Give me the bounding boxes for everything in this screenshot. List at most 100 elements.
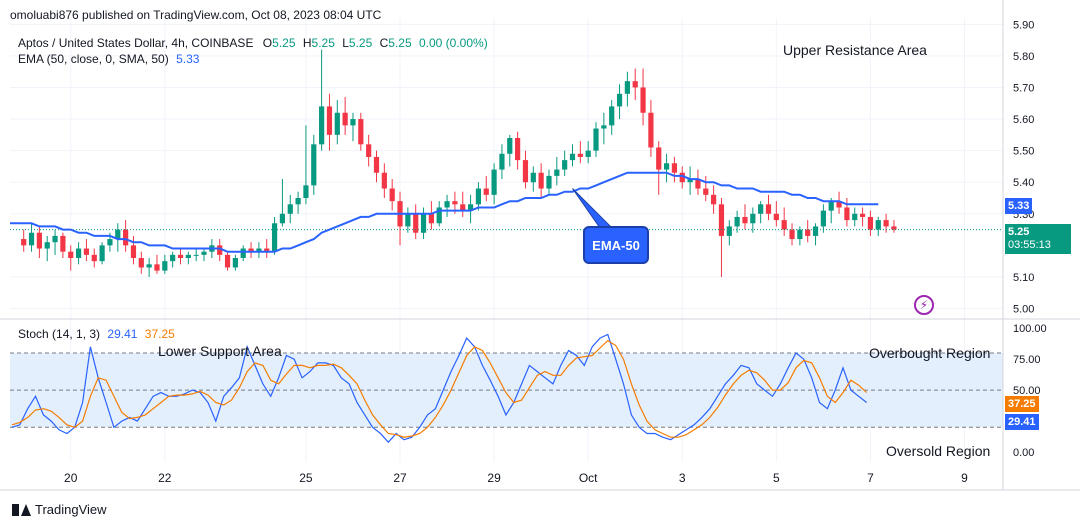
price-tick-label: 5.80 xyxy=(1013,51,1034,63)
candle-body xyxy=(413,213,419,233)
stoch-k-line xyxy=(11,333,867,444)
candle-body xyxy=(123,229,129,246)
candle-body xyxy=(75,248,82,258)
candle-body xyxy=(405,213,411,227)
candle-body xyxy=(232,258,238,268)
price-tick-label: 5.50 xyxy=(1013,146,1034,158)
low-value: 5.25 xyxy=(348,36,373,50)
stoch-d-line xyxy=(11,339,868,438)
candle-body xyxy=(107,239,113,246)
candle-body xyxy=(264,248,270,252)
candle-body xyxy=(287,204,293,214)
candle-body xyxy=(859,213,866,217)
candle-body xyxy=(52,235,58,243)
candle-body xyxy=(836,201,842,208)
time-tick-label: 27 xyxy=(393,471,407,485)
ema-callout-pointer xyxy=(572,188,614,229)
candle-body xyxy=(797,229,803,240)
last-price-badge: 5.25 03:55:13 xyxy=(1005,224,1071,254)
candle-body xyxy=(467,204,474,211)
candle-body xyxy=(366,144,372,157)
candle-body xyxy=(358,119,364,145)
candle-body xyxy=(734,216,740,227)
time-tick-label: 3 xyxy=(679,471,686,485)
lower-support-label: Lower Support Area xyxy=(158,343,282,359)
candle-body xyxy=(44,242,50,249)
candle-body xyxy=(475,188,482,205)
candle-body xyxy=(36,232,42,249)
stoch-legend-label: Stoch (14, 1, 3) xyxy=(18,327,101,341)
time-tick-label: 22 xyxy=(158,471,172,485)
candle-body xyxy=(687,179,693,183)
candle-body xyxy=(170,254,176,262)
stoch-tick-label: 50.00 xyxy=(1013,385,1041,397)
ema-callout: EMA-50 xyxy=(583,226,649,264)
candle-body xyxy=(428,213,434,224)
candle-body xyxy=(350,119,356,126)
candle-body xyxy=(389,188,395,202)
high-value: 5.25 xyxy=(311,36,335,50)
brand-label: TradingView xyxy=(35,502,107,517)
candle-body xyxy=(444,201,450,208)
candle-body xyxy=(569,153,576,161)
candle-body xyxy=(695,179,701,189)
candle-body xyxy=(319,106,325,145)
ema-line-group xyxy=(10,171,879,253)
candle-body xyxy=(601,125,607,129)
price-legend: Aptos / United States Dollar, 4h, COINBA… xyxy=(18,36,488,50)
candle-body xyxy=(679,172,685,183)
candle-body xyxy=(624,81,630,94)
candle-body xyxy=(271,223,278,252)
candle-body xyxy=(789,229,795,240)
flash-icon[interactable]: ⚡ xyxy=(914,295,934,315)
stoch-lines xyxy=(11,333,868,444)
candle-body xyxy=(21,239,27,246)
candle-body xyxy=(758,204,764,214)
candle-body xyxy=(99,245,105,262)
candle-body xyxy=(718,204,725,236)
price-tick-label: 5.70 xyxy=(1013,82,1034,94)
candle-body xyxy=(585,150,591,157)
candle-body xyxy=(185,254,191,258)
symbol-label: Aptos / United States Dollar, 4h, COINBA… xyxy=(18,36,254,50)
candle-body xyxy=(60,235,66,252)
candle-body xyxy=(781,220,787,230)
candle-body xyxy=(562,160,568,170)
candle-body xyxy=(381,172,387,189)
candle-body xyxy=(115,229,121,240)
candle-body xyxy=(852,213,858,221)
stoch-k-value: 29.41 xyxy=(107,327,138,341)
candle-body xyxy=(224,254,231,268)
countdown-timer: 03:55:13 xyxy=(1008,239,1051,251)
candle-body xyxy=(522,160,529,183)
time-tick-label: Oct xyxy=(579,471,598,485)
candle-body xyxy=(828,201,834,211)
stoch-d-value: 37.25 xyxy=(144,327,175,341)
candle-body xyxy=(499,153,505,170)
stoch-tick-label: 100.00 xyxy=(1013,323,1047,335)
candle-body xyxy=(750,213,756,224)
candle-body xyxy=(217,245,223,255)
candle-body xyxy=(326,106,333,135)
candle-body xyxy=(295,198,301,205)
candle-body xyxy=(452,201,458,205)
overbought-label: Overbought Region xyxy=(869,345,991,361)
tradingview-logo-icon xyxy=(12,503,31,516)
candle-body xyxy=(805,229,811,236)
candle-body xyxy=(616,93,623,107)
candle-body xyxy=(303,185,309,198)
candle-body xyxy=(342,112,348,126)
candle-body xyxy=(875,220,881,230)
stoch-k-badge: 29.41 xyxy=(1005,414,1039,430)
candle-body xyxy=(83,248,90,255)
candle-body xyxy=(577,153,583,157)
candle-body xyxy=(891,226,897,230)
candle-body xyxy=(507,138,513,154)
ema-50-line xyxy=(10,171,879,253)
candle-body xyxy=(436,207,442,224)
candle-body xyxy=(138,258,144,268)
tradingview-footer: TradingView xyxy=(12,502,107,517)
time-tick-label: 25 xyxy=(299,471,313,485)
candle-body xyxy=(201,251,207,255)
